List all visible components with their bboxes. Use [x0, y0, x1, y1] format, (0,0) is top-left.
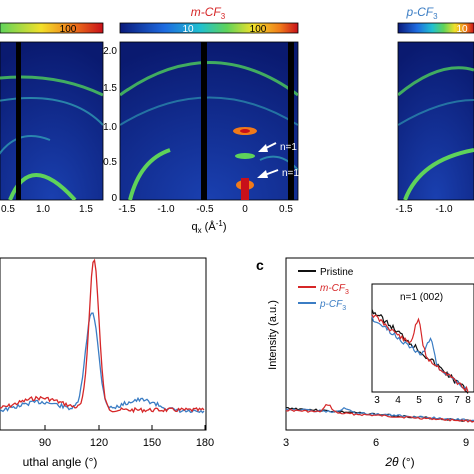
panel-title-p-cf3: p-CF3	[405, 5, 438, 21]
diffraction-ring	[128, 148, 171, 200]
x-tick: 3	[283, 437, 289, 449]
legend-label-m-cf3: m-CF3	[320, 283, 349, 296]
annotation-004: n=1 (004)	[280, 142, 323, 153]
colorbar-middle	[119, 22, 299, 34]
inset-series-m-cf3	[371, 314, 469, 393]
x-tick: 0.5	[279, 204, 293, 215]
colorbar-label-10: 10	[182, 24, 194, 35]
x-tick: 1.5	[79, 204, 93, 215]
giwaxs-image-middle	[119, 41, 299, 201]
x-tick: 0.5	[1, 204, 15, 215]
diffraction-ring	[398, 66, 474, 97]
bottom-left-panel: 120 150 180 90 uthal angle (°)	[0, 257, 214, 469]
detector-gap	[201, 42, 207, 200]
top-left-panel: 100 0.5 1.0 1.5	[0, 22, 104, 215]
diffraction-ring	[120, 61, 298, 97]
x-tick: -1.5	[395, 204, 413, 215]
colorbar-label-100: 100	[60, 24, 77, 35]
x-tick: 150	[143, 437, 161, 449]
diffraction-ring	[398, 99, 474, 126]
y-tick: 1.5	[103, 83, 117, 94]
diffraction-ring	[259, 155, 298, 171]
colorbar-left	[0, 22, 104, 34]
colorbar-label-100: 100	[250, 24, 267, 35]
x-tick: 1.0	[36, 204, 50, 215]
inset: n=1 (002) 3 4 5 6 7 8	[371, 283, 474, 406]
x-tick: 9	[463, 437, 469, 449]
x-tick: 120	[90, 437, 108, 449]
bragg-spot	[235, 153, 255, 159]
x-tick: 180	[196, 437, 214, 449]
y-tick: 1.0	[103, 122, 117, 133]
x-tick: 90	[39, 437, 51, 449]
inset-x-tick: 8	[465, 395, 471, 406]
x-tick: 0	[242, 204, 248, 215]
x-axis-label-2theta: 2θ (°)	[384, 455, 414, 469]
inset-title: n=1 (002)	[400, 292, 443, 303]
legend-label-p-cf3: p-CF3	[319, 299, 346, 312]
panel-title-m-cf3: m-CF3	[191, 5, 226, 21]
legend: Pristine m-CF3 p-CF3	[298, 267, 354, 312]
inset-x-tick: 6	[437, 395, 443, 406]
x-tick: -1.0	[157, 204, 175, 215]
x-axis-label-azimuthal: uthal angle (°)	[23, 455, 98, 469]
inset-x-tick: 4	[395, 395, 401, 406]
series-m-cf3-line	[0, 258, 205, 414]
diffraction-ring	[120, 96, 298, 126]
top-middle-panel: m-CF3 10 100 2.0 1.5 1.0 0.5 0 n=1 (004)…	[103, 5, 325, 235]
colorbar-label-10: 10	[456, 24, 468, 35]
diffraction-ring	[8, 173, 77, 200]
diffraction-ring	[403, 148, 474, 200]
inset-x-tick: 5	[416, 395, 422, 406]
giwaxs-image-right	[397, 41, 474, 201]
x-tick: -1.5	[118, 204, 136, 215]
diffraction-ring	[0, 97, 103, 126]
top-right-panel: p-CF3 10 -1.5 -1.0	[395, 5, 474, 215]
detector-gap	[16, 42, 21, 200]
azimuthal-plot-frame	[0, 257, 207, 431]
inset-x-tick: 7	[454, 395, 460, 406]
panel-label-c: c	[256, 257, 264, 273]
diffraction-ring	[0, 135, 51, 155]
x-axis-label-qx: qx (Å-1)	[192, 219, 227, 235]
annotation-002: n=1 (002)	[282, 168, 325, 179]
y-tick: 2.0	[103, 46, 117, 57]
colorbar-right	[397, 22, 474, 34]
inset-series-pristine	[371, 309, 469, 394]
inset-frame	[371, 283, 474, 393]
diffraction-ring	[0, 75, 103, 97]
inset-x-tick: 3	[374, 395, 380, 406]
giwaxs-image-left	[0, 41, 104, 201]
x-tick: 6	[373, 437, 379, 449]
legend-label-pristine: Pristine	[320, 267, 354, 278]
y-tick: 0	[111, 193, 117, 204]
detector-gap	[288, 42, 294, 200]
bottom-right-panel: c Intensity (a.u.) Pristine m-CF3 p-CF3 …	[256, 257, 474, 469]
xrd-plot-frame	[285, 257, 474, 431]
y-tick: 0.5	[103, 157, 117, 168]
x-tick: -0.5	[196, 204, 214, 215]
x-tick: -1.0	[435, 204, 453, 215]
y-axis-label: Intensity (a.u.)	[267, 300, 279, 370]
series-m-cf3-line	[285, 403, 474, 423]
